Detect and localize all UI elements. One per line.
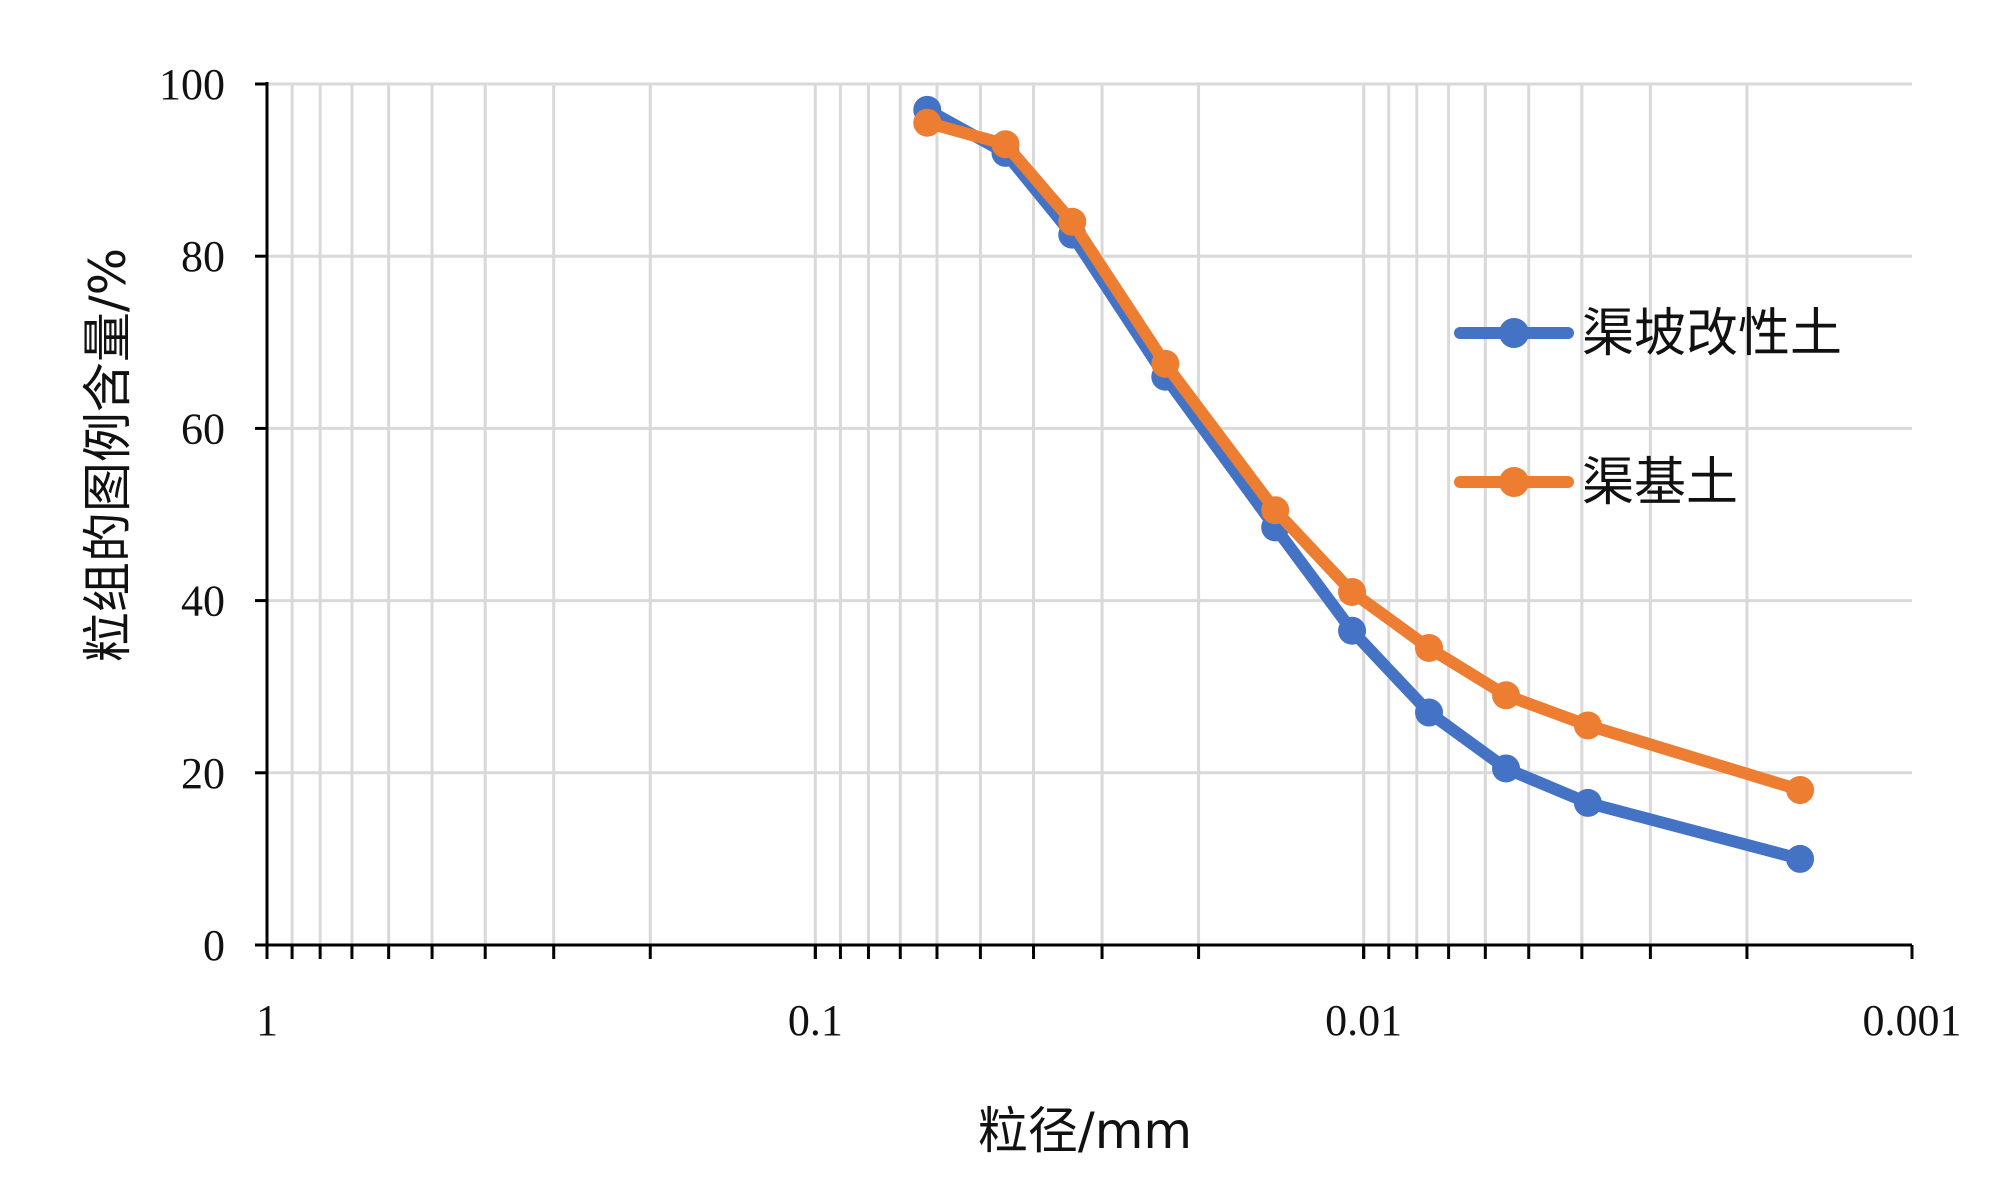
data-point [1415, 698, 1444, 727]
x-tick-label: 0.001 [1863, 996, 1962, 1045]
data-point [1573, 788, 1602, 817]
x-tick-label: 0.01 [1325, 996, 1402, 1045]
x-axis-title: 粒径/mm [978, 1102, 1192, 1160]
legend-item-1: 渠坡改性土 [1454, 304, 1842, 364]
series-lines [913, 95, 1815, 873]
data-point [1492, 754, 1521, 783]
data-point [991, 130, 1020, 159]
series-2 [913, 108, 1815, 805]
y-tick-label: 0 [203, 921, 225, 970]
legend-item-2: 渠基土 [1454, 453, 1738, 513]
data-point [1415, 633, 1444, 662]
legend-marker [1499, 318, 1529, 348]
data-point [913, 108, 942, 137]
data-point [1261, 496, 1290, 525]
x-tick-label: 1 [256, 996, 278, 1045]
data-point [1151, 349, 1180, 378]
legend-label: 渠坡改性土 [1582, 304, 1842, 364]
data-point [1338, 616, 1367, 645]
tick-labels: 0 20 40 60 80 100 1 0.1 0.01 0.001 [159, 60, 1962, 1045]
series-line [921, 103, 1807, 865]
x-tick-label: 0.1 [788, 996, 843, 1045]
data-point [1573, 711, 1602, 740]
series-line [921, 116, 1807, 796]
data-point [1492, 681, 1521, 710]
y-tick-label: 40 [181, 577, 225, 626]
legend-marker [1499, 467, 1529, 497]
y-tick-label: 100 [159, 60, 225, 109]
legend-label: 渠基土 [1582, 453, 1738, 513]
data-point [1786, 776, 1815, 805]
grid-lines [267, 82, 1912, 945]
y-tick-label: 20 [181, 749, 225, 798]
y-tick-label: 80 [181, 232, 225, 281]
y-tick-label: 60 [181, 404, 225, 453]
axes [255, 82, 1914, 959]
data-point [1338, 577, 1367, 606]
y-axis-title: 粒组的图例含量/% [79, 248, 137, 662]
data-point [1786, 844, 1815, 873]
data-point [1058, 207, 1087, 236]
